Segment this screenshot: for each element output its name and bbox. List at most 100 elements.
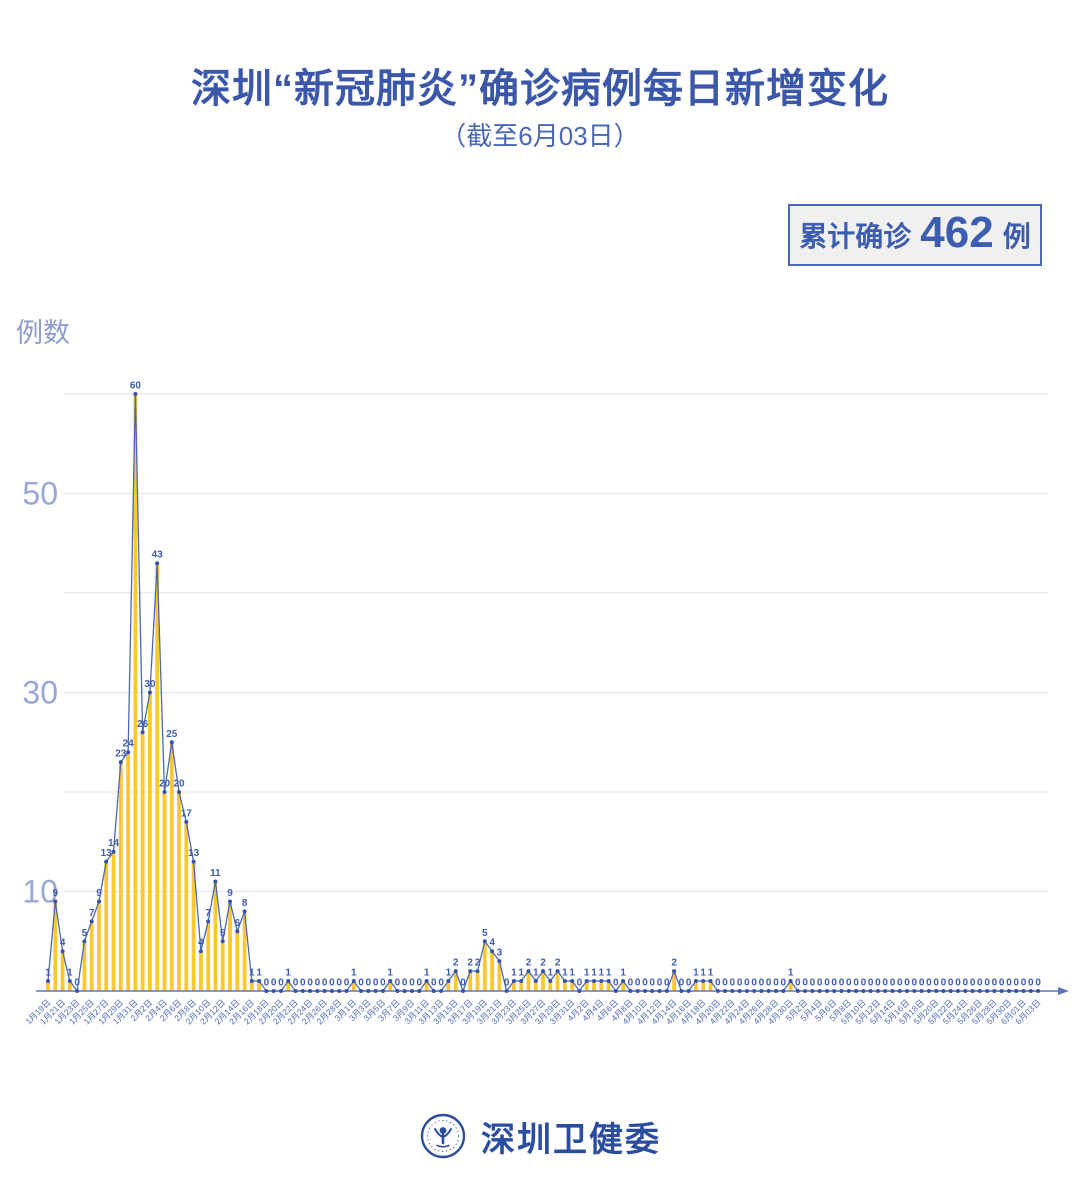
- svg-text:4: 4: [489, 938, 495, 949]
- svg-text:0: 0: [817, 978, 823, 989]
- svg-text:10: 10: [22, 874, 58, 910]
- svg-text:0: 0: [846, 978, 852, 989]
- svg-text:0: 0: [882, 978, 888, 989]
- svg-text:0: 0: [984, 978, 990, 989]
- svg-text:0: 0: [977, 978, 983, 989]
- page-title: 深圳“新冠肺炎”确诊病例每日新增变化: [191, 67, 889, 111]
- svg-text:0: 0: [1035, 978, 1041, 989]
- svg-text:13: 13: [101, 848, 113, 859]
- svg-text:0: 0: [336, 978, 342, 989]
- svg-text:0: 0: [1013, 978, 1019, 989]
- svg-text:7: 7: [89, 908, 95, 919]
- svg-text:1: 1: [606, 968, 612, 979]
- svg-text:1: 1: [700, 968, 706, 979]
- svg-text:1: 1: [249, 968, 255, 979]
- svg-text:0: 0: [649, 978, 655, 989]
- svg-text:1: 1: [548, 968, 554, 979]
- svg-text:13: 13: [188, 848, 200, 859]
- svg-text:1: 1: [788, 968, 794, 979]
- svg-text:0: 0: [307, 978, 313, 989]
- svg-text:0: 0: [824, 978, 830, 989]
- svg-text:0: 0: [344, 978, 350, 989]
- svg-text:8: 8: [242, 898, 248, 909]
- svg-text:0: 0: [926, 978, 932, 989]
- svg-text:0: 0: [963, 978, 969, 989]
- svg-text:5: 5: [82, 928, 88, 939]
- svg-text:1: 1: [599, 968, 605, 979]
- svg-text:9: 9: [96, 888, 102, 899]
- svg-text:2: 2: [475, 958, 481, 969]
- svg-text:0: 0: [992, 978, 998, 989]
- svg-text:25: 25: [166, 729, 178, 740]
- svg-text:7: 7: [205, 908, 211, 919]
- svg-text:9: 9: [53, 888, 59, 899]
- svg-text:23: 23: [115, 749, 127, 760]
- svg-text:0: 0: [941, 978, 947, 989]
- svg-text:0: 0: [912, 978, 918, 989]
- svg-text:1: 1: [351, 968, 357, 979]
- svg-text:0: 0: [722, 978, 728, 989]
- svg-text:0: 0: [919, 978, 925, 989]
- svg-text:0: 0: [839, 978, 845, 989]
- svg-text:0: 0: [358, 978, 364, 989]
- svg-text:0: 0: [373, 978, 379, 989]
- svg-text:6: 6: [235, 918, 241, 929]
- svg-text:0: 0: [897, 978, 903, 989]
- svg-text:0: 0: [861, 978, 867, 989]
- y-axis-title: 例数: [16, 318, 70, 348]
- shenzhen-health-commission-logo-icon: [420, 1113, 466, 1159]
- svg-text:0: 0: [417, 978, 423, 989]
- svg-text:0: 0: [970, 978, 976, 989]
- bars: [46, 394, 793, 992]
- svg-text:0: 0: [74, 978, 80, 989]
- svg-text:0: 0: [781, 978, 787, 989]
- svg-text:0: 0: [773, 978, 779, 989]
- svg-text:2: 2: [540, 958, 546, 969]
- svg-text:0: 0: [759, 978, 765, 989]
- svg-text:11: 11: [210, 868, 221, 879]
- svg-text:0: 0: [438, 978, 444, 989]
- svg-text:0: 0: [431, 978, 437, 989]
- svg-text:5: 5: [220, 928, 226, 939]
- svg-text:0: 0: [402, 978, 408, 989]
- svg-text:1: 1: [424, 968, 430, 979]
- svg-text:0: 0: [686, 978, 692, 989]
- svg-text:1: 1: [584, 968, 590, 979]
- svg-text:0: 0: [831, 978, 837, 989]
- svg-text:2: 2: [467, 958, 473, 969]
- svg-text:0: 0: [300, 978, 306, 989]
- svg-text:0: 0: [802, 978, 808, 989]
- svg-text:例数: 例数: [16, 318, 70, 348]
- svg-text:0: 0: [366, 978, 372, 989]
- svg-text:0: 0: [999, 978, 1005, 989]
- svg-text:0: 0: [460, 978, 466, 989]
- svg-text:17: 17: [181, 808, 193, 819]
- svg-text:0: 0: [664, 978, 670, 989]
- svg-text:60: 60: [130, 381, 142, 392]
- svg-text:26: 26: [137, 719, 149, 730]
- svg-text:14: 14: [108, 838, 120, 849]
- svg-text:0: 0: [329, 978, 335, 989]
- svg-text:1: 1: [708, 968, 714, 979]
- svg-text:0: 0: [642, 978, 648, 989]
- svg-text:1: 1: [45, 968, 51, 979]
- svg-text:1: 1: [387, 968, 393, 979]
- svg-text:0: 0: [810, 978, 816, 989]
- svg-text:0: 0: [730, 978, 736, 989]
- svg-text:0: 0: [322, 978, 328, 989]
- svg-text:0: 0: [315, 978, 321, 989]
- svg-text:0: 0: [679, 978, 685, 989]
- svg-text:1: 1: [518, 968, 524, 979]
- svg-text:0: 0: [657, 978, 663, 989]
- svg-text:0: 0: [293, 978, 299, 989]
- svg-text:0: 0: [875, 978, 881, 989]
- svg-text:0: 0: [795, 978, 801, 989]
- footer-branding: 深圳卫健委: [0, 1106, 1080, 1166]
- badge-suffix-label: 例: [1002, 221, 1031, 252]
- y-axis-labels: 10 30 50: [22, 476, 58, 910]
- svg-text:1: 1: [446, 968, 452, 979]
- cumulative-total-badge: 累计确诊 462 例: [788, 204, 1042, 266]
- svg-text:2: 2: [453, 958, 459, 969]
- svg-text:1: 1: [256, 968, 262, 979]
